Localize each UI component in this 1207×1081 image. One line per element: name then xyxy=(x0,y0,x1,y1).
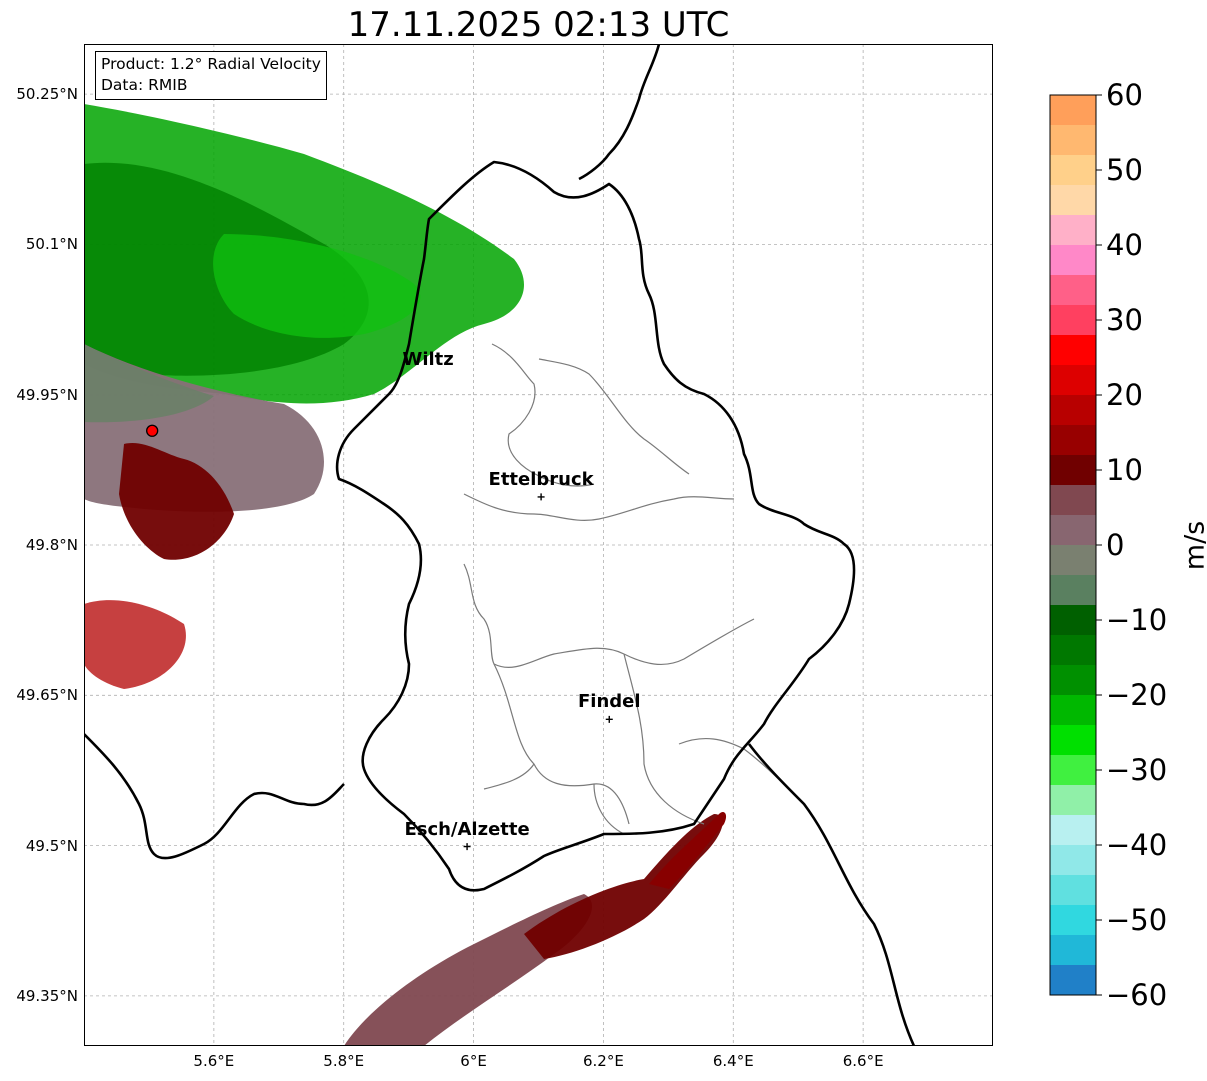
latitude-tick-label: 49.65°N xyxy=(16,686,78,705)
map-frame[interactable] xyxy=(84,44,993,1046)
echo-band-darkred-ne xyxy=(649,812,727,889)
latitude-tick-label: 49.35°N xyxy=(16,986,78,1005)
colorbar-segment xyxy=(1050,275,1096,305)
colorbar-segment xyxy=(1050,305,1096,335)
colorbar-segment xyxy=(1050,695,1096,725)
colorbar-segment xyxy=(1050,515,1096,545)
velocity-colorbar xyxy=(1049,94,1102,996)
colorbar-segment xyxy=(1050,815,1096,845)
colorbar-tick-label: −30 xyxy=(1106,753,1168,787)
product-label: Product: 1.2° Radial Velocity xyxy=(101,55,321,73)
colorbar-segment xyxy=(1050,485,1096,515)
product-info-box: Product: 1.2° Radial Velocity Data: RMIB xyxy=(95,51,327,100)
longitude-tick-label: 6.4°E xyxy=(712,1052,754,1070)
national-borders xyxy=(84,44,916,1046)
data-source-label: Data: RMIB xyxy=(101,76,188,94)
colorbar-tick-label: −40 xyxy=(1106,828,1168,862)
latitude-tick-label: 50.25°N xyxy=(16,85,78,104)
canton-boundaries xyxy=(463,343,805,835)
longitude-tick-label: 5.8°E xyxy=(323,1052,365,1070)
latitude-tick-label: 49.95°N xyxy=(16,385,78,404)
colorbar-tick-label: −20 xyxy=(1106,678,1168,712)
colorbar-unit-label: m/s xyxy=(1179,520,1207,571)
colorbar-tick-label: −60 xyxy=(1106,978,1168,1012)
longitude-tick-label: 6°E xyxy=(460,1052,487,1070)
longitude-tick-label: 6.6°E xyxy=(842,1052,884,1070)
map-title: 17.11.2025 02:13 UTC xyxy=(347,5,730,45)
echo-darkred-region xyxy=(119,442,234,560)
colorbar-segment xyxy=(1050,365,1096,395)
colorbar-segment xyxy=(1050,425,1096,455)
latitude-tick-label: 50.1°N xyxy=(25,235,78,254)
echo-red-scatter xyxy=(84,600,186,689)
city-marker xyxy=(463,843,471,851)
city-markers xyxy=(463,493,613,851)
colorbar-tick-label: 50 xyxy=(1106,153,1143,187)
colorbar-segment xyxy=(1050,605,1096,635)
colorbar-segment xyxy=(1050,725,1096,755)
colorbar-segment xyxy=(1050,185,1096,215)
colorbar-segment xyxy=(1050,125,1096,155)
city-label: Esch/Alzette xyxy=(404,818,530,840)
latitude-tick-label: 49.5°N xyxy=(25,836,78,855)
colorbar-segment xyxy=(1050,335,1096,365)
colorbar-segment xyxy=(1050,545,1096,575)
colorbar-tick-label: 60 xyxy=(1106,78,1143,112)
colorbar-tick-label: 0 xyxy=(1106,528,1125,562)
colorbar-segment xyxy=(1050,245,1096,275)
colorbar-tick-label: 20 xyxy=(1106,378,1143,412)
radar-site-marker[interactable] xyxy=(146,424,159,437)
colorbar-segment xyxy=(1050,875,1096,905)
colorbar-tick-label: 40 xyxy=(1106,228,1143,262)
echo-green-light xyxy=(213,234,421,338)
colorbar-segment xyxy=(1050,395,1096,425)
colorbar-segment xyxy=(1050,755,1096,785)
echo-band-darkred xyxy=(524,814,723,959)
city-label: Wiltz xyxy=(402,348,454,370)
colorbar-segment xyxy=(1050,905,1096,935)
colorbar-tick-label: 30 xyxy=(1106,303,1143,337)
colorbar-segment xyxy=(1050,785,1096,815)
colorbar-tick-label: −10 xyxy=(1106,603,1168,637)
longitude-tick-label: 5.6°E xyxy=(193,1052,235,1070)
colorbar-segment xyxy=(1050,155,1096,185)
colorbar-segment xyxy=(1050,665,1096,695)
city-marker xyxy=(537,493,545,501)
colorbar-segment xyxy=(1050,455,1096,485)
echo-grey-green xyxy=(84,344,214,423)
city-label: Ettelbruck xyxy=(488,468,594,490)
colorbar-segment xyxy=(1050,575,1096,605)
city-label: Findel xyxy=(577,691,641,713)
latitude-tick-label: 49.8°N xyxy=(25,536,78,554)
longitude-tick-label: 6.2°E xyxy=(583,1052,624,1070)
colorbar-segment xyxy=(1050,845,1096,875)
colorbar-tick-label: −50 xyxy=(1106,903,1168,937)
colorbar-segment xyxy=(1050,965,1096,995)
colorbar-segment xyxy=(1050,635,1096,665)
colorbar-segment xyxy=(1050,215,1096,245)
city-marker xyxy=(605,715,613,723)
colorbar-tick-label: 10 xyxy=(1106,453,1143,487)
radar-velocity-echoes xyxy=(84,104,727,1046)
colorbar-segment xyxy=(1050,95,1096,125)
gridlines xyxy=(84,44,993,1046)
colorbar-segment xyxy=(1050,935,1096,965)
